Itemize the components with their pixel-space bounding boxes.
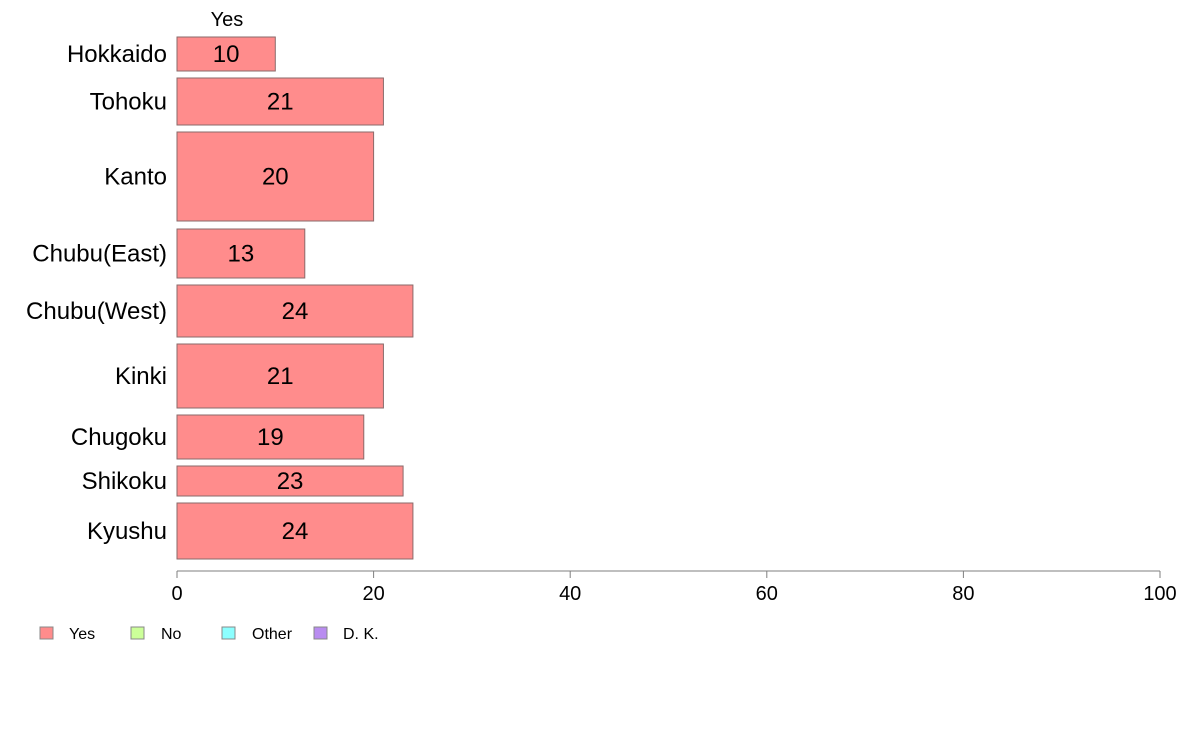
bar-value-label: 10 [213, 41, 240, 68]
bar-yes [176, 228, 306, 279]
category-label: Shikoku [82, 468, 167, 495]
x-tick-label: 100 [1143, 583, 1176, 605]
legend-swatch [130, 626, 145, 640]
bars-group: Hokkaido 10 Tohoku 21 Kanto 20 Chubu(East) 13 Ch… [26, 36, 414, 560]
x-tick-label: 40 [559, 583, 581, 605]
bar-yes [176, 131, 375, 222]
legend-swatch [313, 626, 328, 640]
bar-yes [176, 343, 384, 409]
category-label: Tohoku [90, 89, 167, 116]
category-label: Hokkaido [67, 41, 167, 68]
bar-value-label: 20 [262, 164, 289, 191]
category-label: Chubu(East) [32, 241, 167, 268]
legend-label: D. K. [343, 626, 379, 643]
legend: Yes No Other D. K. [39, 626, 379, 643]
bar-value-label: 21 [267, 89, 294, 116]
bar-yes [176, 414, 365, 460]
legend-label: No [161, 626, 182, 643]
x-tick-label: 60 [756, 583, 778, 605]
bar-value-label: 21 [267, 363, 294, 390]
bar-yes [176, 502, 414, 560]
category-label: Chugoku [71, 424, 167, 451]
category-label: Kinki [115, 363, 167, 390]
x-tick-label: 80 [952, 583, 974, 605]
bar-yes [176, 465, 404, 497]
bar-yes [176, 36, 276, 72]
bar-yes [176, 284, 414, 338]
x-tick-label: 20 [362, 583, 384, 605]
legend-label: Other [252, 626, 293, 643]
x-tick-label: 0 [171, 583, 182, 605]
bar-value-label: 19 [257, 424, 284, 451]
legend-label: Yes [69, 626, 95, 643]
legend-swatch [221, 626, 236, 640]
bar-value-label: 13 [228, 241, 255, 268]
bar-value-label: 23 [277, 468, 304, 495]
bar-yes [176, 77, 384, 126]
legend-swatch [39, 626, 54, 640]
category-label: Kyushu [87, 518, 167, 545]
x-axis: 0 20 40 60 80 100 [171, 570, 1177, 605]
category-label: Kanto [104, 164, 167, 191]
bar-value-label: 24 [282, 518, 309, 545]
top-series-label: Yes [211, 9, 244, 31]
bar-value-label: 24 [282, 298, 309, 325]
category-label: Chubu(West) [26, 298, 167, 325]
